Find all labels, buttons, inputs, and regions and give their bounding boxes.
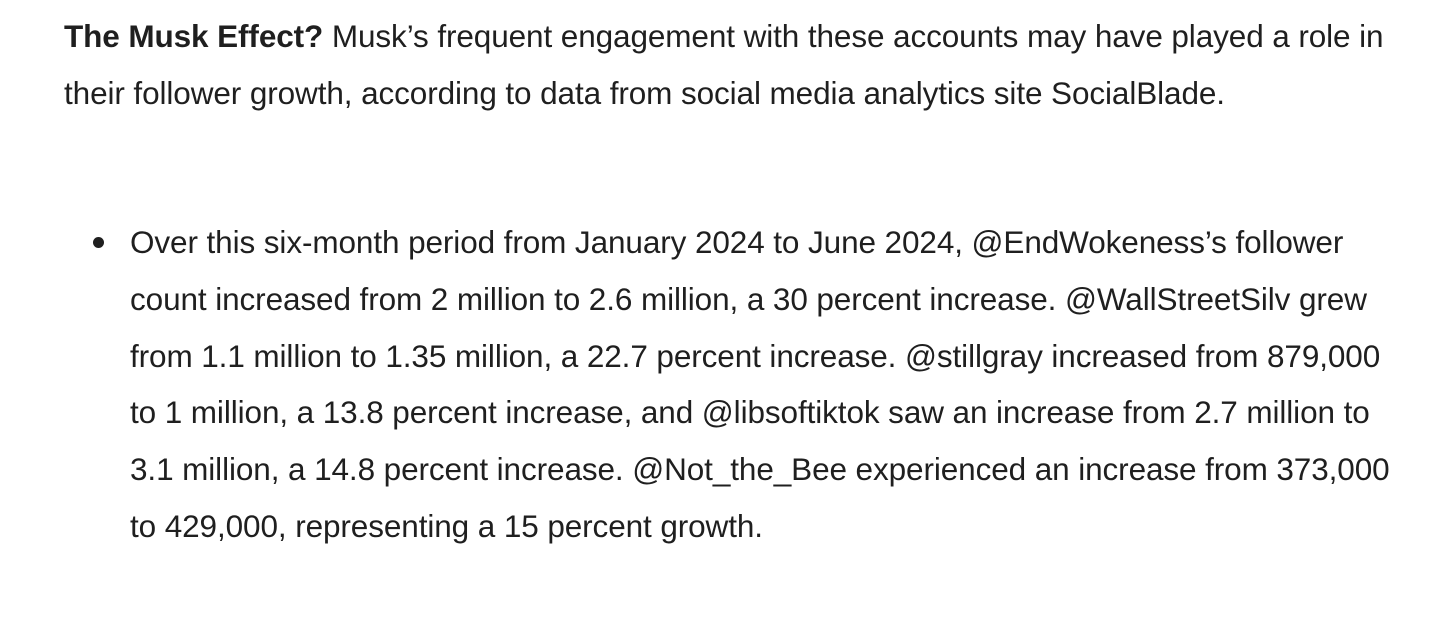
- list-item: Over this six-month period from January …: [93, 214, 1390, 555]
- bullet-list: Over this six-month period from January …: [93, 214, 1390, 555]
- lead-heading: The Musk Effect?: [64, 18, 324, 54]
- list-item-text: Over this six-month period from January …: [130, 224, 1390, 544]
- intro-text: Musk’s frequent engagement with these ac…: [64, 18, 1384, 111]
- intro-paragraph: The Musk Effect? Musk’s frequent engagem…: [64, 8, 1434, 121]
- bullet-icon: [93, 237, 104, 248]
